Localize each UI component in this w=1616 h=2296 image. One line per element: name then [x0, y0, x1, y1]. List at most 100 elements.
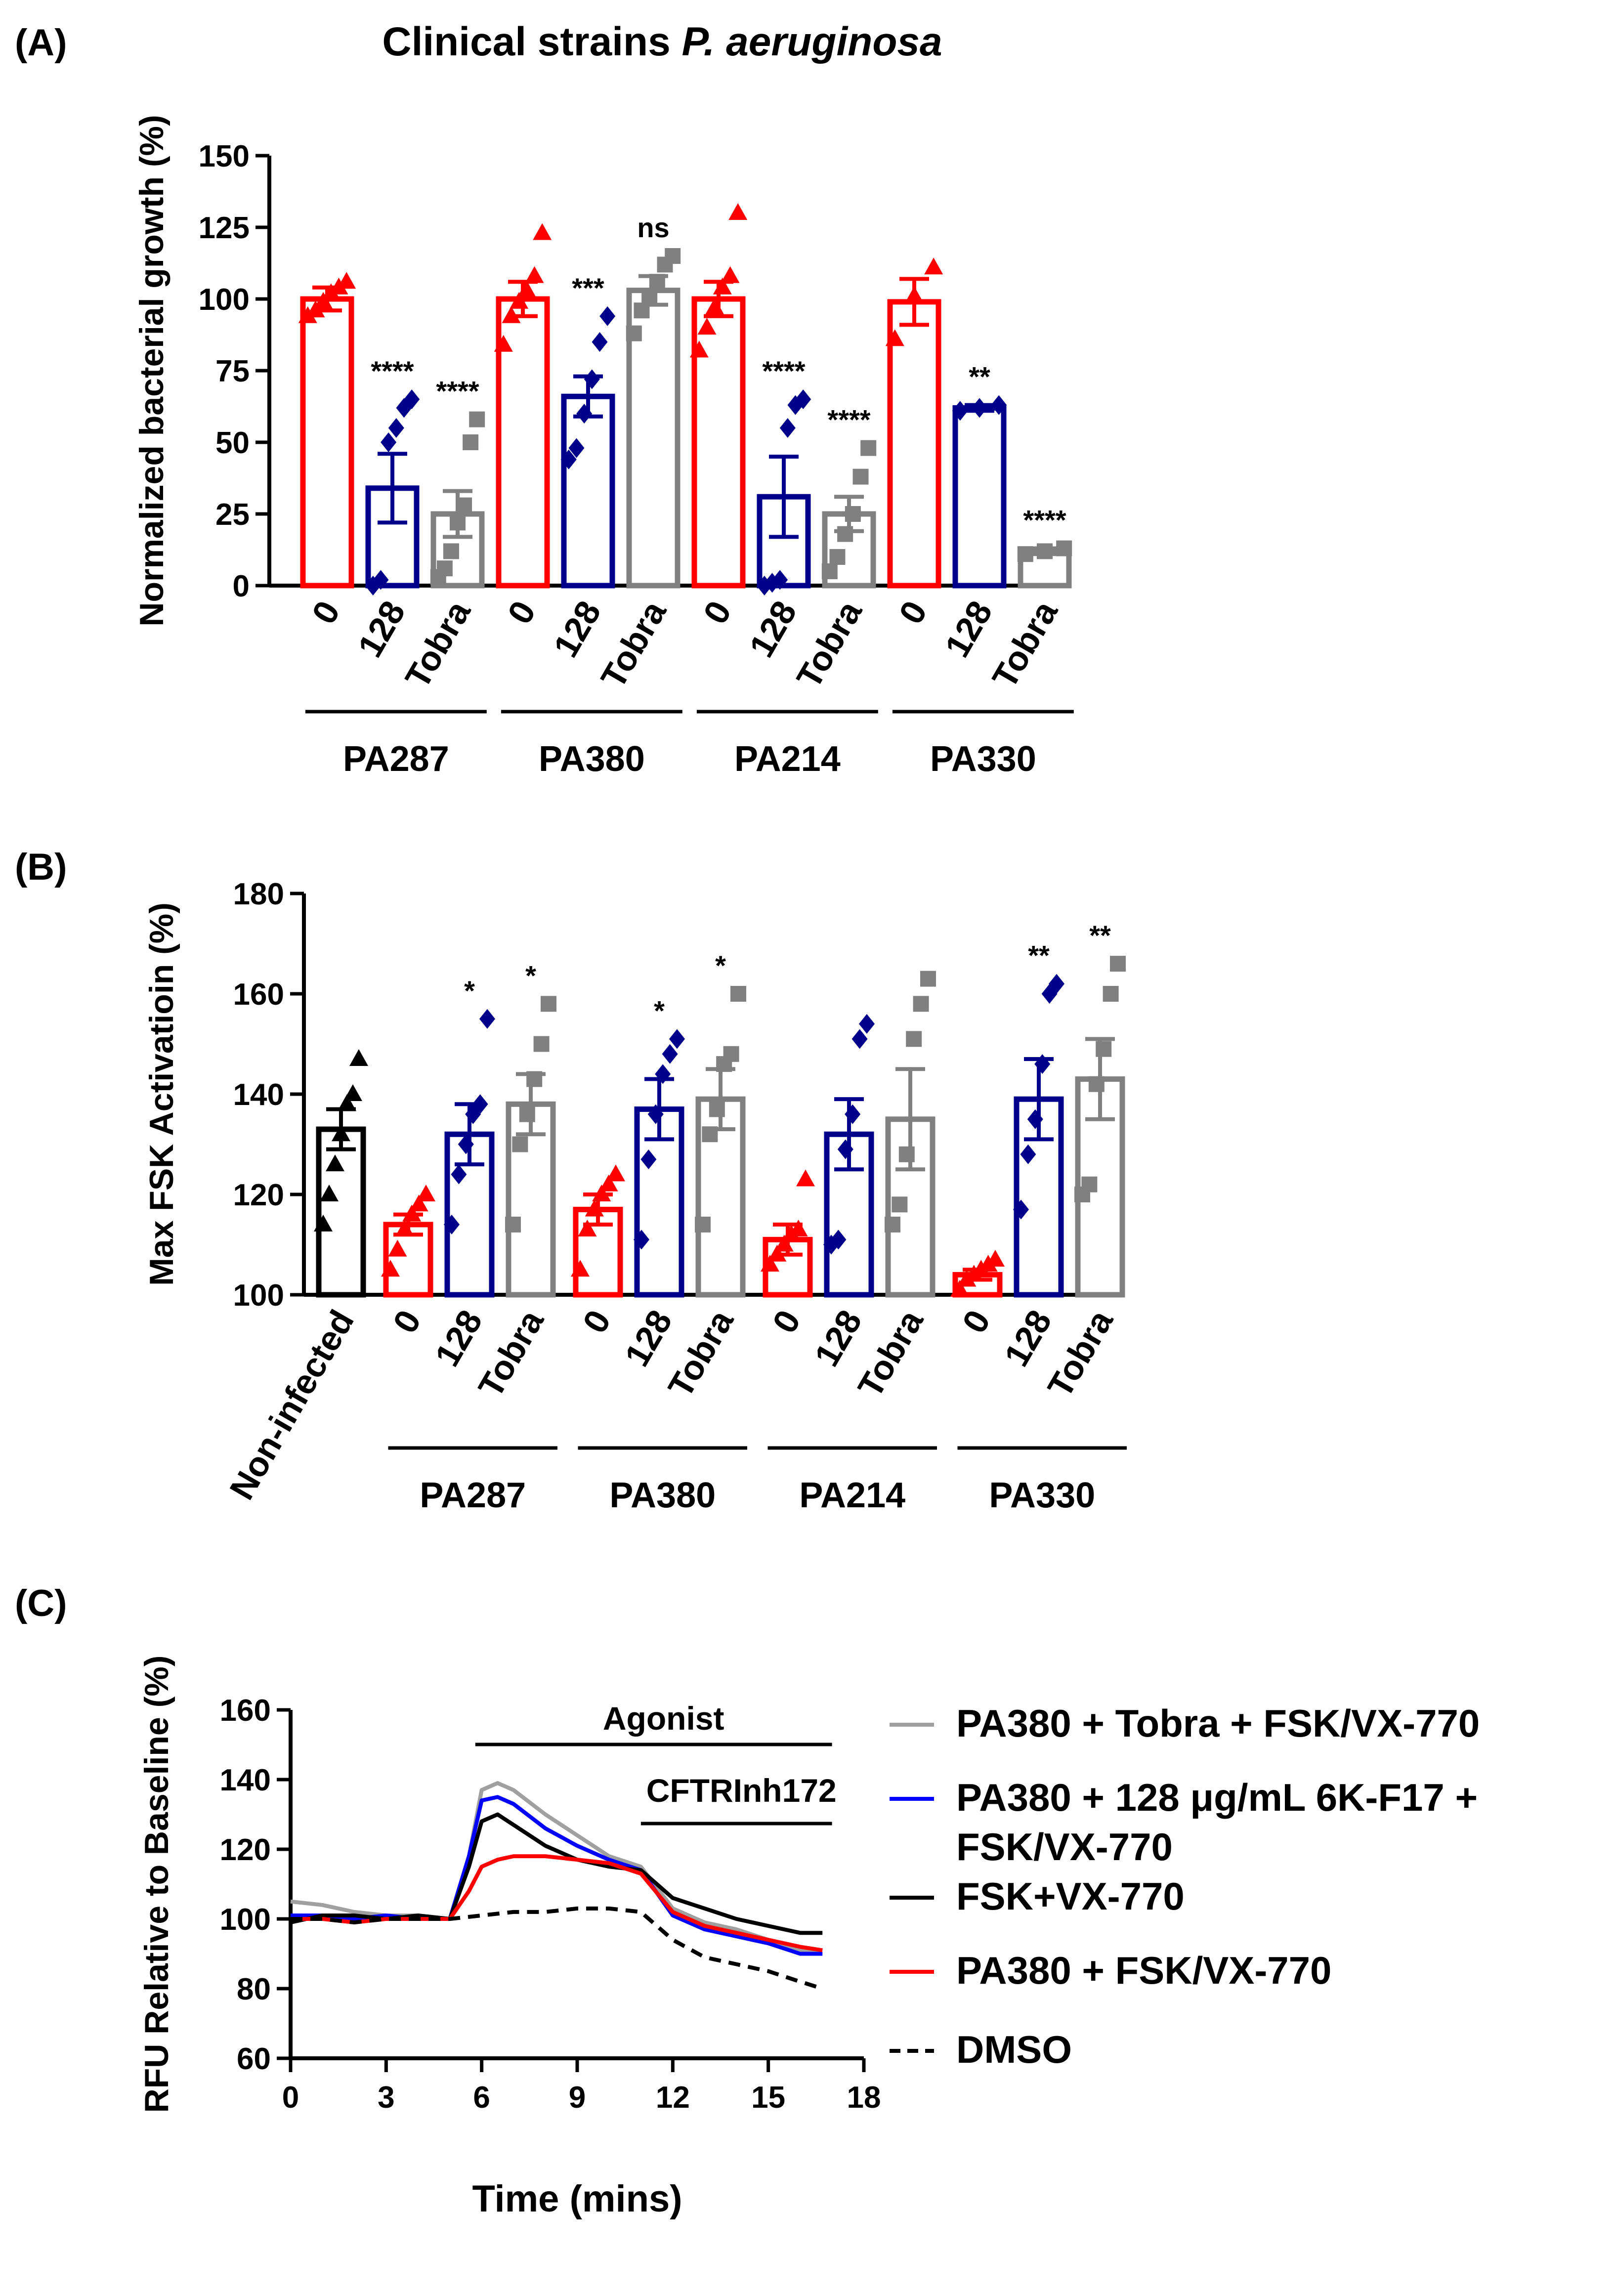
y-tick-label: 160 — [233, 978, 284, 1012]
chart-title: Clinical strains P. aeruginosa — [382, 19, 942, 64]
x-tick-label: 12 — [656, 2081, 690, 2115]
data-point — [592, 332, 608, 352]
data-point — [1037, 543, 1053, 559]
data-point — [451, 1164, 467, 1185]
x-category-label: 0 — [955, 1304, 998, 1340]
data-point — [404, 389, 420, 409]
data-point — [381, 1260, 400, 1277]
data-point — [458, 1134, 474, 1154]
legend-label: PA380 + Tobra + FSK/VX-770 — [956, 1701, 1480, 1745]
data-point — [576, 404, 593, 424]
y-tick-label: 120 — [220, 1833, 271, 1867]
group-label: PA287 — [420, 1476, 526, 1515]
data-point — [829, 549, 846, 565]
significance-label: * — [464, 975, 475, 1006]
data-point — [705, 298, 724, 315]
x-category-label: Tobra — [661, 1303, 741, 1404]
data-point — [649, 274, 665, 290]
y-tick-label: 50 — [215, 426, 250, 460]
data-point — [592, 1185, 611, 1201]
annotation-label: CFTRInh172 — [646, 1772, 837, 1809]
y-tick-label: 120 — [233, 1178, 284, 1212]
legend-label: FSK/VX-770 — [956, 1825, 1173, 1869]
data-point — [647, 1104, 664, 1124]
group-label: PA214 — [799, 1476, 905, 1515]
data-point — [505, 1216, 521, 1233]
data-point — [950, 1279, 969, 1297]
panel-label: (A) — [15, 22, 67, 64]
data-point — [373, 570, 389, 590]
y-tick-label: 140 — [220, 1763, 271, 1797]
x-category-label: 0 — [765, 1304, 808, 1340]
data-point — [721, 266, 740, 283]
data-point — [568, 438, 585, 458]
data-point — [526, 1071, 543, 1087]
data-point — [388, 1239, 407, 1257]
group-label: PA330 — [930, 739, 1036, 779]
x-axis-label: Time (mins) — [472, 2178, 682, 2220]
data-point — [779, 418, 796, 438]
x-category-label: 0 — [892, 595, 935, 631]
x-category-label: 128 — [742, 595, 804, 664]
data-point — [533, 1036, 550, 1052]
data-point — [512, 1136, 528, 1152]
data-point — [1056, 540, 1072, 556]
data-point — [689, 340, 709, 358]
x-tick-label: 6 — [473, 2081, 490, 2115]
data-point — [728, 203, 748, 220]
x-category-label: Tobra — [398, 594, 478, 695]
x-category-label: 128 — [807, 1304, 869, 1373]
data-point — [860, 440, 877, 456]
data-point — [924, 257, 943, 275]
data-point — [584, 369, 600, 389]
x-category-label: Tobra — [1040, 1303, 1121, 1404]
x-category-label: 0 — [696, 595, 739, 631]
data-point — [986, 1249, 1005, 1267]
panel-label: (C) — [15, 1582, 67, 1624]
data-point — [463, 434, 479, 450]
data-point — [920, 971, 936, 987]
x-category-label: Tobra — [471, 1303, 552, 1404]
data-point — [599, 1174, 618, 1191]
data-point — [320, 1185, 339, 1201]
y-tick-label: 160 — [220, 1694, 271, 1728]
data-point — [436, 560, 453, 577]
data-point — [1110, 956, 1126, 972]
data-point — [774, 1234, 794, 1252]
data-point — [606, 1164, 625, 1182]
bar — [561, 393, 615, 589]
data-point — [1103, 986, 1119, 1002]
y-tick-label: 100 — [199, 283, 250, 317]
x-category-label: Non-infected — [222, 1304, 361, 1506]
x-category-label: 0 — [575, 1304, 618, 1340]
panel-label: (B) — [15, 846, 67, 888]
data-point — [1017, 546, 1033, 562]
data-point — [713, 277, 732, 295]
annotation-label: Agonist — [603, 1700, 724, 1737]
bar — [300, 296, 354, 589]
significance-label: ** — [1089, 920, 1111, 951]
legend-label: DMSO — [956, 2028, 1072, 2071]
data-point — [450, 514, 466, 531]
chart-title-plain: Clinical strains — [382, 19, 681, 64]
x-category-label: 128 — [546, 595, 608, 664]
x-category-label: 128 — [937, 595, 1000, 664]
data-point — [494, 335, 513, 352]
significance-label: ** — [1028, 940, 1050, 971]
data-point — [517, 280, 536, 298]
data-point — [852, 468, 869, 485]
data-point — [338, 1094, 356, 1111]
data-point — [796, 1169, 815, 1187]
significance-label: ns — [637, 212, 669, 243]
data-point — [1096, 1041, 1112, 1057]
data-point — [525, 266, 544, 283]
bar — [952, 405, 1007, 589]
significance-label: **** — [436, 376, 479, 407]
data-point — [533, 223, 552, 240]
data-point — [730, 986, 746, 1002]
data-point — [326, 1154, 344, 1172]
significance-label: **** — [762, 355, 805, 386]
x-category-label: Tobra — [851, 1303, 931, 1404]
legend: PA380 + Tobra + FSK/VX-770 PA380 + 128 μg… — [890, 1701, 1480, 2071]
group-label: PA380 — [609, 1476, 716, 1515]
